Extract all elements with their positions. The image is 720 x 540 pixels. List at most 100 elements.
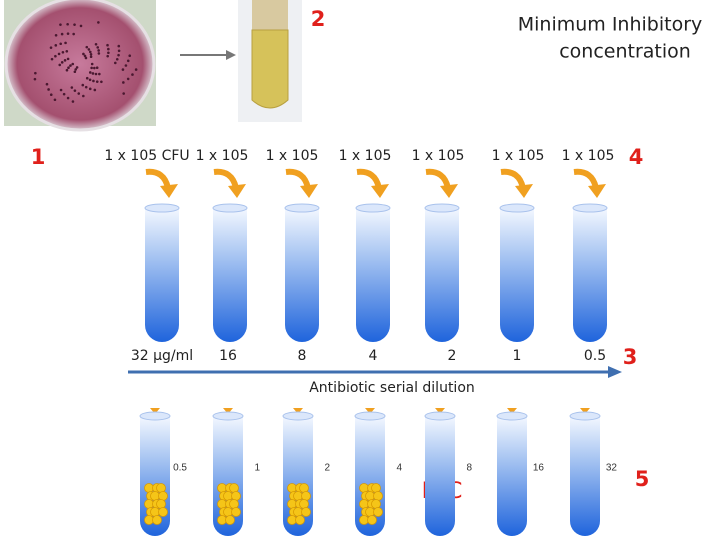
drop	[293, 408, 303, 414]
colony	[75, 66, 79, 69]
colony	[73, 70, 77, 74]
colony	[72, 32, 75, 36]
inoculum-label: 1 x 105 CFU	[104, 148, 189, 164]
inoculum-label: 1 x 105	[562, 148, 615, 164]
title-line: concentration	[559, 41, 691, 63]
colony	[70, 86, 74, 89]
inoculum-label: 1 x 105	[412, 148, 465, 164]
colony	[114, 61, 117, 65]
colony	[81, 83, 85, 87]
colony	[88, 87, 92, 91]
arrow-head	[371, 184, 389, 198]
drop	[150, 408, 160, 414]
colony	[66, 32, 70, 35]
colony	[97, 49, 100, 52]
colony	[117, 44, 121, 48]
colony	[96, 46, 100, 49]
tube-rim	[499, 203, 535, 213]
result-label: 0.5	[173, 463, 187, 474]
colony	[128, 54, 132, 58]
tube	[356, 208, 390, 342]
colony	[57, 52, 61, 56]
colony	[53, 98, 57, 102]
arrow-head	[226, 50, 236, 60]
colony	[85, 76, 89, 80]
pipette-arrow	[573, 168, 599, 189]
result-label: 1	[254, 463, 260, 474]
bacteria	[229, 483, 239, 493]
colony	[82, 52, 85, 56]
bacteria	[373, 507, 383, 517]
colony	[107, 51, 110, 55]
colony	[49, 46, 53, 49]
arrow-head	[440, 184, 458, 198]
colony	[66, 57, 70, 61]
step-marker: 2	[311, 7, 326, 31]
bacteria	[299, 499, 309, 509]
pipette-arrow	[213, 168, 239, 189]
colony	[83, 54, 87, 58]
tube-rim	[355, 203, 391, 213]
pipette-arrow	[145, 168, 171, 189]
colony	[88, 78, 92, 82]
arrow-head	[160, 184, 178, 198]
colony	[33, 77, 37, 81]
colony	[65, 68, 69, 72]
tube-rim	[424, 203, 460, 213]
bacteria	[152, 515, 162, 525]
colony	[60, 32, 64, 36]
result-label: 32	[606, 463, 618, 474]
arrow-head	[300, 184, 318, 198]
colony	[59, 42, 62, 46]
colony	[71, 100, 75, 103]
colony	[84, 56, 88, 60]
drop	[223, 408, 233, 414]
colony	[90, 66, 93, 70]
tube-rim	[212, 411, 244, 421]
colony	[47, 88, 50, 91]
bacteria	[229, 499, 239, 509]
colony	[106, 54, 109, 58]
colony	[89, 55, 93, 59]
bacteria	[295, 515, 305, 525]
colony	[84, 85, 88, 89]
colony	[87, 48, 91, 51]
colony	[90, 62, 94, 66]
colony	[73, 89, 77, 92]
result-label: 4	[396, 463, 402, 474]
petri-dish	[4, 0, 156, 132]
tube	[500, 208, 534, 342]
tube	[285, 208, 319, 342]
colony	[54, 54, 57, 58]
drop	[365, 408, 375, 414]
colony	[59, 88, 63, 92]
colony	[58, 63, 62, 67]
colony	[131, 73, 134, 76]
title-line: Minimum Inhibitory	[518, 14, 703, 36]
tube-rim	[144, 203, 180, 213]
bacteria	[158, 491, 168, 501]
tube	[573, 208, 607, 342]
tube-rim	[354, 411, 386, 421]
colony	[69, 64, 72, 67]
colony	[88, 50, 92, 54]
colony	[97, 21, 100, 24]
colony	[91, 72, 95, 75]
tube	[570, 416, 600, 536]
bacteria	[373, 491, 383, 501]
colony	[79, 24, 83, 28]
pipette-arrow	[425, 168, 451, 189]
colony	[122, 92, 125, 95]
result-label: 8	[466, 463, 472, 474]
tube-rim	[569, 411, 601, 421]
tube-rim	[139, 411, 171, 421]
colony	[64, 41, 67, 45]
colony	[95, 66, 99, 69]
colony	[122, 81, 125, 84]
colony	[124, 64, 128, 67]
colony	[66, 96, 70, 100]
tube-rim	[284, 203, 320, 213]
colony	[126, 77, 130, 81]
tube-rim	[496, 411, 528, 421]
